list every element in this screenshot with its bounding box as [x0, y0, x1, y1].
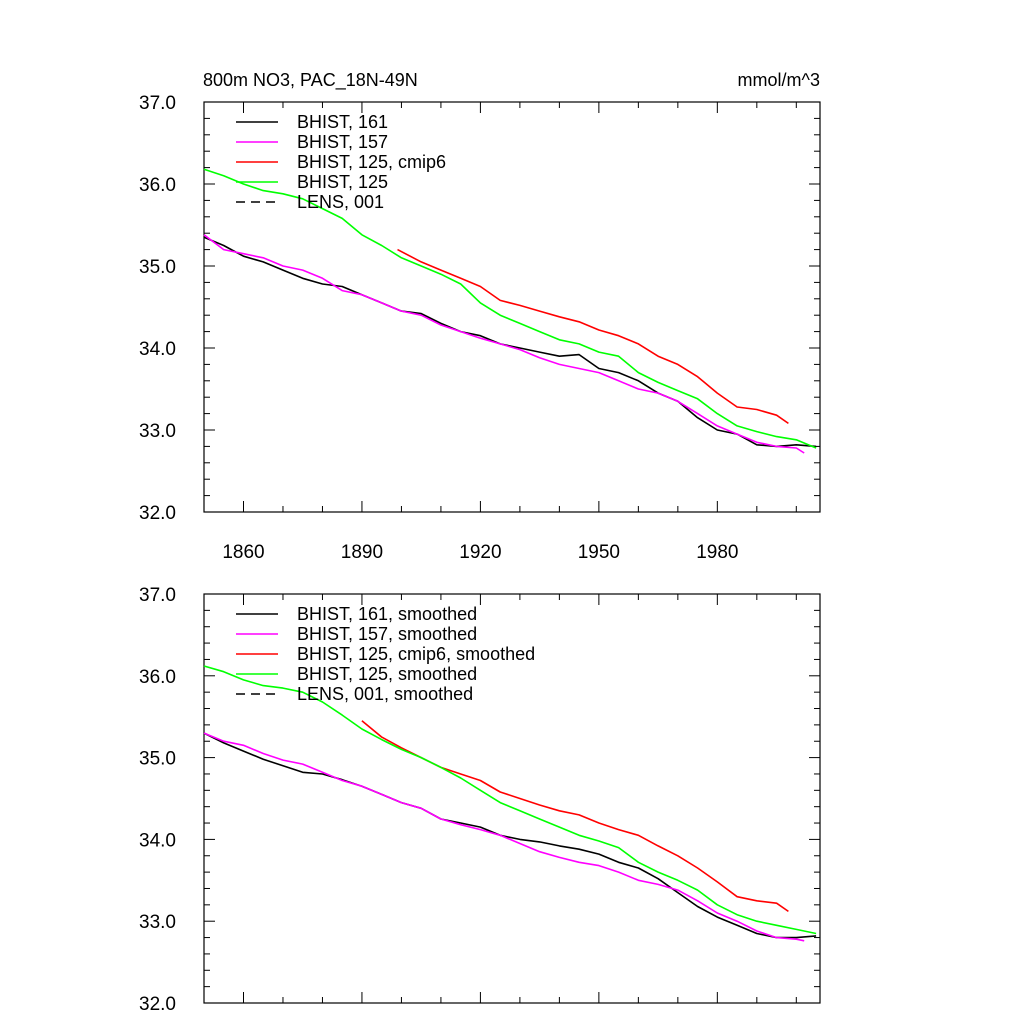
series-line-0	[203, 732, 817, 939]
x-tick-label: 1890	[341, 542, 383, 563]
y-tick-label: 35.0	[139, 749, 176, 770]
legend-label: BHIST, 161	[297, 112, 388, 132]
x-tick-label: 1920	[459, 542, 501, 563]
legend-label: BHIST, 125, cmip6	[297, 152, 446, 172]
series-line-1	[203, 732, 805, 942]
x-tick-label: 1980	[696, 542, 738, 563]
legend-label: BHIST, 161, smoothed	[297, 604, 477, 624]
y-tick-label: 37.0	[139, 585, 176, 606]
series-line-1	[203, 234, 805, 454]
legend-label: BHIST, 125	[297, 172, 388, 192]
y-tick-label: 33.0	[139, 421, 176, 442]
y-tick-label: 35.0	[139, 257, 176, 278]
y-tick-label: 33.0	[139, 912, 176, 933]
legend-label: LENS, 001	[297, 192, 384, 212]
units-label: mmol/m^3	[738, 70, 820, 90]
y-tick-label: 36.0	[139, 667, 176, 688]
series-line-3	[203, 168, 817, 449]
legend-label: BHIST, 157	[297, 132, 388, 152]
y-tick-label: 34.0	[139, 830, 176, 851]
plot-frame	[203, 101, 821, 513]
series-line-2	[397, 248, 789, 425]
y-tick-label: 32.0	[139, 994, 176, 1015]
chart-title: 800m NO3, PAC_18N-49N	[203, 70, 418, 91]
x-tick-label: 1950	[578, 542, 620, 563]
y-tick-label: 32.0	[139, 503, 176, 524]
legend-label: LENS, 001, smoothed	[297, 684, 473, 704]
legend-label: BHIST, 125, smoothed	[297, 664, 477, 684]
legend-label: BHIST, 157, smoothed	[297, 624, 477, 644]
y-tick-label: 37.0	[139, 93, 176, 114]
y-tick-label: 36.0	[139, 175, 176, 196]
plot-frame	[203, 593, 821, 1004]
top-panel: 800m NO3, PAC_18N-49N mmol/m^3 32.0 33.0 3…	[139, 70, 821, 563]
x-tick-label: 1860	[222, 542, 264, 563]
series-line-2	[361, 720, 789, 913]
y-tick-label: 34.0	[139, 339, 176, 360]
legend-label: BHIST, 125, cmip6, smoothed	[297, 644, 535, 664]
series-line-3	[203, 665, 817, 935]
bottom-panel: 32.0 33.0 34.0 35.0 36.0 37.0 BHIST, 161, smoo…	[139, 585, 821, 1015]
